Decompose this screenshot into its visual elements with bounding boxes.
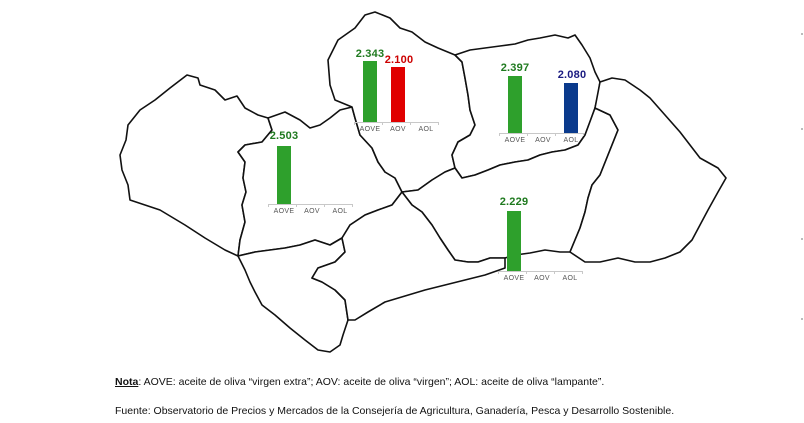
category-label: AOL <box>562 275 578 282</box>
category-label: AOV <box>534 275 550 282</box>
bar-aol <box>564 83 578 133</box>
bar-aove <box>508 76 522 133</box>
category-label: AOVE <box>504 137 526 144</box>
bar-aove <box>277 146 291 204</box>
nota-text: : AOVE: aceite de oliva “virgen extra”; … <box>138 376 605 388</box>
province-malaga <box>311 191 506 321</box>
chart-granada: 2.229 AOVE AOV AOL <box>496 196 586 284</box>
value-label-aove: 2.343 <box>355 48 385 60</box>
province-cadiz <box>237 237 349 353</box>
edge-mark <box>801 128 803 130</box>
category-label: AOV <box>390 126 406 133</box>
value-label-aove: 2.229 <box>499 196 529 208</box>
category-label: AOL <box>418 126 434 133</box>
value-label-aov: 2.100 <box>384 54 414 66</box>
nota-label: Nota <box>115 376 139 388</box>
category-label: AOVE <box>503 275 525 282</box>
bar-aove <box>363 61 377 122</box>
footnote-fuente: Fuente: Observatorio de Precios y Mercad… <box>115 405 675 417</box>
chart-cordoba: 2.343 2.100 AOVE AOV AOL <box>352 48 442 133</box>
value-label-aove: 2.397 <box>500 62 530 74</box>
x-axis <box>354 122 438 123</box>
x-axis <box>498 271 582 272</box>
value-label-aol: 2.080 <box>557 69 587 81</box>
footnote-nota: Nota: AOVE: aceite de oliva “virgen extr… <box>115 376 604 388</box>
chart-sevilla: 2.503 AOVE AOV AOL <box>266 130 356 218</box>
edge-mark <box>801 318 803 320</box>
x-axis <box>499 133 583 134</box>
province-almeria <box>569 77 727 263</box>
edge-mark <box>801 33 803 35</box>
category-label: AOV <box>535 137 551 144</box>
bar-aov <box>391 67 405 122</box>
category-label: AOL <box>563 137 579 144</box>
category-label: AOVE <box>273 208 295 215</box>
edge-mark <box>801 238 803 240</box>
category-label: AOVE <box>359 126 381 133</box>
bar-aove <box>507 211 521 271</box>
chart-jaen: 2.397 2.080 AOVE AOV AOL <box>497 62 587 144</box>
value-label-aove: 2.503 <box>269 130 299 142</box>
x-axis <box>268 204 352 205</box>
category-label: AOL <box>332 208 348 215</box>
category-label: AOV <box>304 208 320 215</box>
